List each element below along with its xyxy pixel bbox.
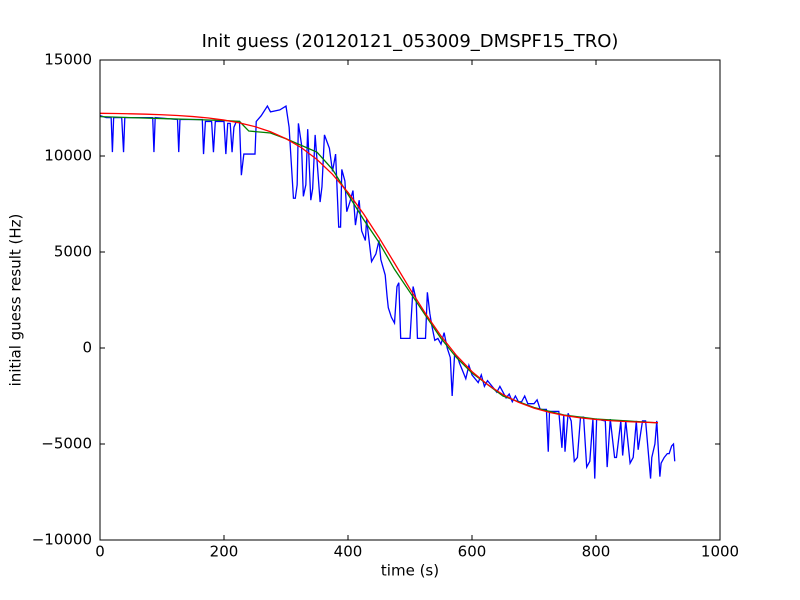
x-tick-label: 1000 bbox=[701, 543, 739, 561]
data-line bbox=[99, 104, 676, 479]
y-tick-label: 0 bbox=[82, 339, 92, 357]
chart-title: Init guess (20120121_053009_DMSPF15_TRO) bbox=[202, 31, 619, 52]
x-tick-label: 400 bbox=[334, 543, 363, 561]
y-tick-label: 10000 bbox=[44, 147, 92, 165]
x-tick-label: 0 bbox=[95, 543, 105, 561]
x-tick-label: 200 bbox=[210, 543, 239, 561]
x-tick-label: 800 bbox=[582, 543, 611, 561]
y-tick-label: −10000 bbox=[32, 531, 92, 549]
x-axis-label: time (s) bbox=[381, 562, 439, 580]
x-tick-label: 600 bbox=[458, 543, 487, 561]
y-tick-label: 5000 bbox=[54, 243, 92, 261]
y-axis-label: initial guess result (Hz) bbox=[7, 214, 25, 387]
y-tick-label: −5000 bbox=[41, 435, 92, 453]
plot-frame bbox=[99, 59, 721, 541]
y-tick-label: 15000 bbox=[44, 51, 92, 69]
data-line bbox=[99, 112, 659, 424]
